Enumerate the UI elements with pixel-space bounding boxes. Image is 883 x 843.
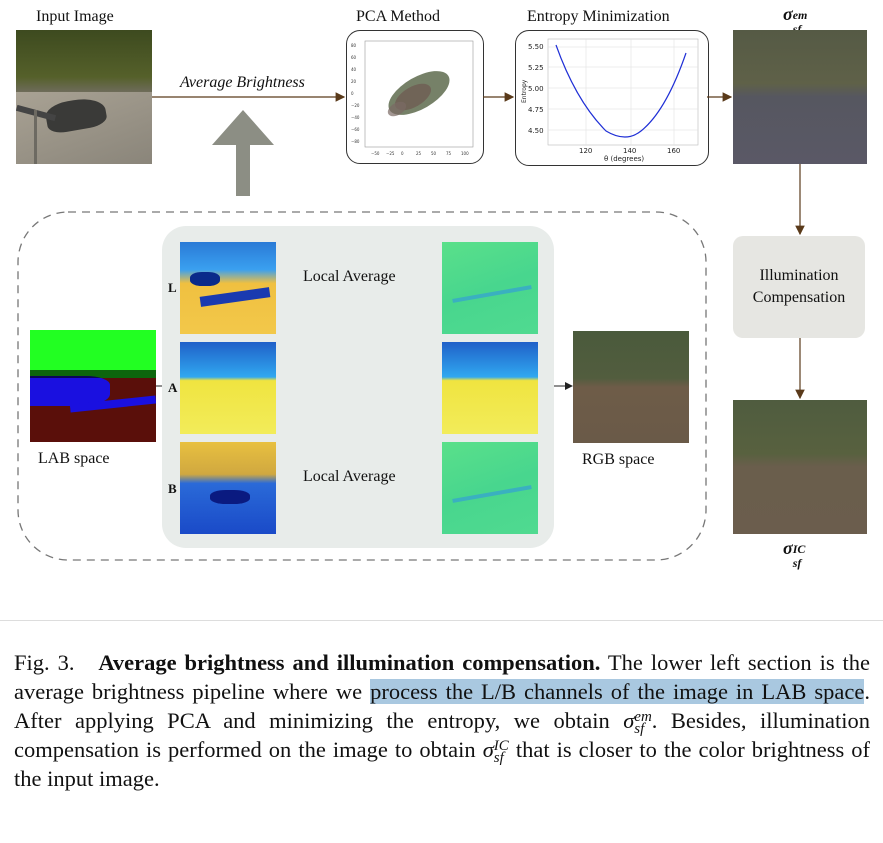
pca-x-tick-label: 75 (446, 151, 452, 156)
entropy-y-tick-label: 4.75 (528, 106, 544, 114)
figure-caption: Fig. 3. Average brightness and illuminat… (14, 650, 871, 791)
channel-letter-b: B (168, 481, 177, 496)
pca-y-tick-label: 40 (351, 67, 357, 72)
entropy-y-tick-label: 5.00 (528, 85, 544, 93)
entropy-label: Entropy Minimization (527, 8, 670, 25)
pca-label: PCA Method (356, 8, 441, 25)
entropy-x-tick-label: 140 (623, 147, 636, 155)
a-processed-image (442, 342, 538, 434)
input-image (16, 30, 152, 164)
pca-x-tick-label: 25 (416, 151, 422, 156)
entropy-curve-plot: 5.50 5.25 5.00 4.75 4.50 120 140 160 Entropy θ… (521, 38, 699, 163)
pca-x-tick-label: 50 (431, 151, 437, 156)
pca-y-tick-label: 20 (351, 79, 357, 84)
pca-y-tick-label: −80 (351, 139, 360, 144)
sigma-em-top: σ em sf (783, 4, 808, 36)
local-average-label-1: Local Average (303, 268, 396, 285)
local-average-label-2: Local Average (303, 468, 396, 485)
sigma-ic-bottom: σ IC sf (783, 538, 806, 570)
illumination-compensation-box: Illumination Compensation (733, 236, 865, 338)
entropy-x-tick-label: 120 (579, 147, 592, 155)
average-brightness-label: Average Brightness (180, 74, 305, 91)
pca-x-tick-label: 0 (401, 151, 404, 156)
lab-space-image (30, 330, 156, 442)
pca-x-tick-label: −50 (371, 151, 380, 156)
rgb-space-image (573, 331, 689, 443)
entropy-ylabel: Entropy (521, 79, 528, 103)
rgb-space-label: RGB space (582, 451, 655, 468)
pca-scatter-plot: 80 60 40 20 0 −20 −40 −60 −80 −50 −25 0 25 50 75 100 (351, 40, 474, 156)
channel-letter-l: L (168, 280, 177, 295)
entropy-y-tick-label: 4.50 (528, 127, 544, 135)
l-processed-image (442, 242, 538, 334)
pca-y-tick-label: 80 (351, 43, 357, 48)
entropy-xlabel: θ (degrees) (604, 155, 644, 163)
entropy-x-tick-label: 160 (667, 147, 680, 155)
entropy-y-tick-label: 5.25 (528, 64, 544, 72)
b-processed-image (442, 442, 538, 534)
pca-y-tick-label: −20 (351, 103, 360, 108)
pca-y-tick-label: 60 (351, 55, 357, 60)
sigma-ic-image (733, 400, 867, 534)
pca-x-tick-label: 100 (461, 151, 469, 156)
divider (0, 620, 883, 621)
pca-x-tick-label: −25 (386, 151, 395, 156)
sigma-em-image (733, 30, 867, 164)
b-channel-image (180, 442, 276, 534)
pca-panel: 80 60 40 20 0 −20 −40 −60 −80 −50 −25 0 25 50 75 100 (346, 30, 484, 164)
input-image-label: Input Image (36, 8, 114, 25)
lab-space-label: LAB space (38, 450, 110, 467)
pca-y-tick-label: −60 (351, 127, 360, 132)
pca-y-tick-label: −40 (351, 115, 360, 120)
channel-letter-a: A (168, 380, 178, 395)
entropy-y-tick-label: 5.50 (528, 43, 544, 51)
entropy-panel: 5.50 5.25 5.00 4.75 4.50 120 140 160 Entropy θ… (515, 30, 709, 166)
l-channel-image (180, 242, 276, 334)
pca-y-tick-label: 0 (351, 91, 354, 96)
a-channel-image (180, 342, 276, 434)
